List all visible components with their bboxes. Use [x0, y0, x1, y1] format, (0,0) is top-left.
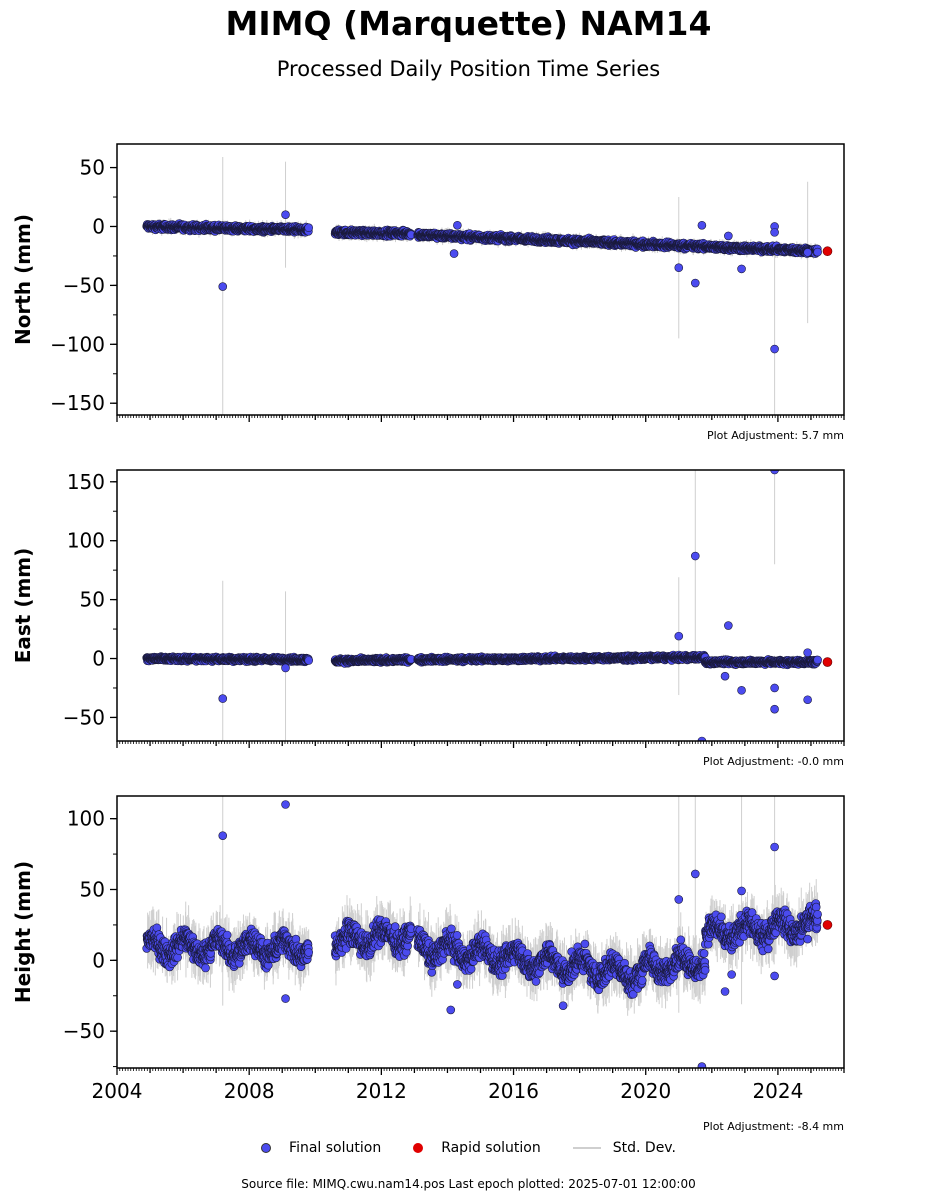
data-point: [674, 263, 684, 273]
data-point: [453, 221, 462, 230]
std-dev-bars-1: [147, 156, 818, 415]
data-point: [697, 221, 707, 230]
plot-area-1: [142, 156, 833, 415]
data-point: [690, 278, 700, 288]
final-solution-points-1: [142, 210, 822, 354]
data-point: [218, 282, 228, 291]
chart-title: MIMQ (Marquette) NAM14: [225, 4, 712, 43]
y-tick-label: 0: [92, 214, 105, 238]
data-point: [281, 210, 290, 219]
rapid-point: [822, 246, 833, 257]
y-tick-label: 50: [80, 156, 105, 180]
data-point: [724, 231, 733, 241]
y-tick-label: −100: [50, 332, 105, 356]
data-point: [770, 228, 779, 237]
y-axis-label: North (mm): [11, 214, 35, 345]
chart-subtitle: Processed Daily Position Time Series: [276, 57, 661, 81]
plot-adjustment-label: Plot Adjustment: 5.7 mm: [707, 429, 844, 442]
panel-1: 50 0 −50 −100 −150 North (mm) Plot Adjustment:…: [11, 143, 845, 442]
y-tick-label: −50: [63, 273, 105, 297]
plot-frame-1: [116, 143, 845, 416]
data-point: [813, 247, 822, 257]
data-point: [304, 223, 314, 232]
rapid-solution-points-1: [822, 246, 833, 257]
y-tick-label: −150: [50, 391, 105, 415]
data-point: [770, 344, 779, 354]
data-point: [449, 249, 459, 258]
data-point: [803, 248, 812, 257]
data-point: [737, 264, 746, 274]
